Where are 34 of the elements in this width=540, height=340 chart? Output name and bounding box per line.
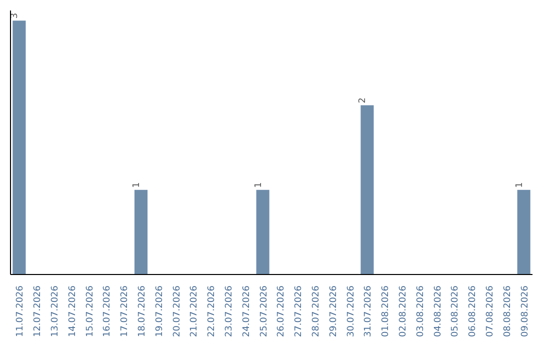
x-tick-label: 05.08.2026 xyxy=(450,285,461,338)
x-tick-label: 04.08.2026 xyxy=(433,285,444,338)
x-tick-label: 15.07.2026 xyxy=(85,285,96,338)
x-tick-label: 19.07.2026 xyxy=(154,285,165,338)
x-tick-label: 14.07.2026 xyxy=(68,285,78,338)
x-tick-label: 24.07.2026 xyxy=(242,285,252,338)
x-tick-label: 25.07.2026 xyxy=(259,285,270,338)
x-tick-label: 27.07.2026 xyxy=(294,285,304,338)
x-tick-label: 22.07.2026 xyxy=(207,285,218,338)
x-tick-label: 28.07.2026 xyxy=(312,285,322,338)
x-tick-label: 16.07.2026 xyxy=(102,285,113,338)
x-tick-label: 18.07.2026 xyxy=(138,285,148,338)
x-tick-label: 21.07.2026 xyxy=(190,285,200,338)
x-tick-label: 17.07.2026 xyxy=(120,285,130,338)
x-tick-label: 12.07.2026 xyxy=(33,285,44,338)
data-label: 1 xyxy=(132,182,142,188)
data-label: 1 xyxy=(514,182,525,188)
x-tick-label: 29.07.2026 xyxy=(328,285,339,338)
x-tick-label: 06.08.2026 xyxy=(468,285,478,338)
x-tick-label: 23.07.2026 xyxy=(224,285,234,338)
x-tick-label: 07.08.2026 xyxy=(486,285,496,338)
x-tick-label: 03.08.2026 xyxy=(416,285,426,338)
x-tick-label: 01.08.2026 xyxy=(381,285,392,338)
x-tick-label: 08.08.2026 xyxy=(502,285,513,338)
x-tick-label: 02.08.2026 xyxy=(398,285,408,338)
x-tick-label: 11.07.2026 xyxy=(16,285,26,338)
x-tick-label: 13.07.2026 xyxy=(50,285,60,338)
data-label: 2 xyxy=(358,98,368,104)
x-tick-label: 30.07.2026 xyxy=(346,285,356,338)
x-tick-label: 31.07.2026 xyxy=(364,285,374,338)
data-label: 1 xyxy=(254,182,264,188)
x-tick-label: 26.07.2026 xyxy=(276,285,287,338)
x-tick-label: 09.08.2026 xyxy=(520,285,530,338)
x-tick-label: 20.07.2026 xyxy=(172,285,182,338)
